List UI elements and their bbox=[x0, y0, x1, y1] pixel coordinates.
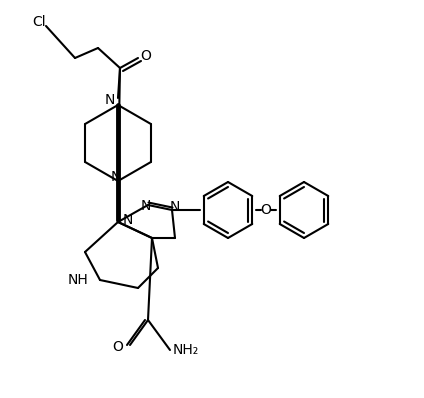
Text: N: N bbox=[111, 170, 121, 184]
Text: NH₂: NH₂ bbox=[173, 343, 199, 357]
Text: N: N bbox=[123, 213, 134, 227]
Text: O: O bbox=[261, 203, 271, 217]
Text: N: N bbox=[170, 200, 180, 214]
Text: NH: NH bbox=[67, 273, 88, 287]
Text: O: O bbox=[141, 49, 151, 63]
Text: O: O bbox=[112, 340, 123, 354]
Text: Cl: Cl bbox=[32, 15, 46, 29]
Text: N: N bbox=[141, 199, 151, 213]
Text: N: N bbox=[105, 93, 115, 107]
